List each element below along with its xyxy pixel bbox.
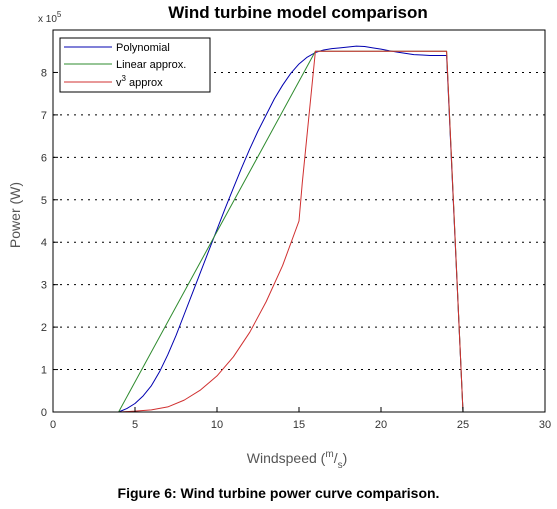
y-tick-label-7: 7 [41, 110, 47, 122]
series-line-polynomial [53, 45, 545, 413]
x-tick-label-5: 25 [457, 419, 469, 431]
ticks [52, 71, 546, 413]
x-axis-label: Windspeed (m/s) [247, 449, 348, 471]
y-tick-label-4: 4 [41, 237, 47, 249]
y-tick-label-8: 8 [41, 67, 47, 79]
y-exponent-prefix: x 10 [38, 14, 57, 25]
y-axis-label: Power (W) [7, 182, 23, 248]
series-line-v3 [53, 50, 545, 413]
legend-label-polynomial: Polynomial [116, 42, 170, 54]
y-tick-label-5: 5 [41, 195, 47, 207]
legend: Polynomial Linear approx. v3 approx [59, 37, 211, 93]
series-group [53, 45, 545, 413]
y-exponent-label: x 105 [38, 10, 62, 25]
y-tick-label-6: 6 [41, 152, 47, 164]
series-line-linear [53, 50, 545, 413]
y-tick-label-3: 3 [41, 280, 47, 292]
x-tick-label-0: 0 [50, 419, 56, 431]
legend-label-v3: v3 approx [116, 74, 163, 89]
y-exponent-power: 5 [57, 10, 62, 19]
x-tick-label-4: 20 [375, 419, 387, 431]
legend-label-linear: Linear approx. [116, 59, 186, 71]
y-tick-label-2: 2 [41, 322, 47, 334]
x-tick-label-6: 30 [539, 419, 551, 431]
x-tick-label-3: 15 [293, 419, 305, 431]
y-tick-label-0: 0 [41, 407, 47, 419]
y-tick-label-1: 1 [41, 365, 47, 377]
x-tick-label-1: 5 [132, 419, 138, 431]
tick-labels: 0 1 2 3 4 5 6 7 8 0 5 10 15 20 25 30 [41, 67, 551, 431]
chart: Wind turbine model comparison x 105 0123… [7, 3, 551, 471]
x-tick-label-2: 10 [211, 419, 223, 431]
chart-title: Wind turbine model comparison [168, 3, 428, 22]
figure-caption: Figure 6: Wind turbine power curve compa… [117, 485, 440, 501]
gridlines [53, 71, 545, 371]
svg-text:x 105: x 105 [38, 10, 62, 25]
